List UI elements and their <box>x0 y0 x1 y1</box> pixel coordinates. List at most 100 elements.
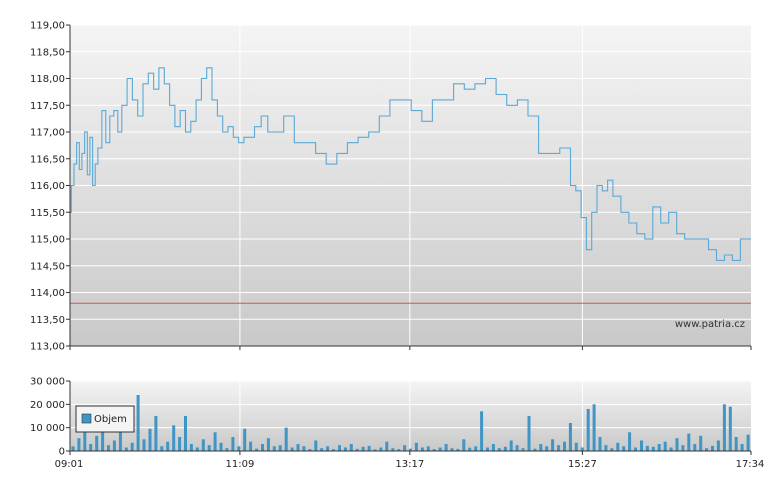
volume-bar <box>184 416 187 451</box>
volume-bar <box>722 404 726 451</box>
volume-bar <box>118 432 122 451</box>
price-y-tick-label: 118,50 <box>30 47 65 58</box>
volume-bar <box>486 447 489 451</box>
volume-bar <box>166 441 170 451</box>
volume-bar <box>397 449 401 451</box>
volume-bar <box>634 447 637 451</box>
volume-bar <box>189 444 193 451</box>
volume-bar <box>414 442 418 451</box>
volume-bar <box>379 447 383 451</box>
price-y-tick-label: 119,00 <box>30 21 65 32</box>
volume-bar <box>432 449 436 451</box>
volume-bar <box>261 444 264 451</box>
volume-bar <box>610 448 614 451</box>
volume-bar <box>178 437 182 451</box>
volume-bar <box>468 447 472 451</box>
volume-bar <box>101 427 105 451</box>
volume-bar <box>456 448 460 451</box>
volume-bar <box>71 446 75 451</box>
volume-bar <box>355 448 359 451</box>
volume-bar <box>592 404 596 451</box>
volume-bar <box>201 439 205 451</box>
volume-bar <box>640 440 643 451</box>
volume-bar <box>373 449 377 451</box>
volume-bar <box>213 432 217 451</box>
volume-bar <box>349 444 353 451</box>
volume-bar <box>314 440 318 451</box>
volume-bar <box>545 446 549 451</box>
volume-bar <box>338 445 341 451</box>
volume-bar <box>266 438 270 451</box>
volume-bar <box>148 428 152 451</box>
volume-bar <box>716 440 720 451</box>
volume-bar <box>681 445 685 451</box>
volume-bar <box>385 441 389 451</box>
volume-bar <box>438 447 442 451</box>
volume-bar <box>302 446 306 451</box>
volume-bar <box>462 439 466 451</box>
volume-bar <box>231 437 235 451</box>
price-y-tick-label: 115,00 <box>30 235 65 246</box>
price-y-tick-label: 116,00 <box>30 181 65 192</box>
volume-bar <box>95 435 99 451</box>
volume-bar <box>509 440 513 451</box>
volume-bar <box>533 448 537 451</box>
volume-bar <box>746 434 750 451</box>
volume-bar <box>586 409 590 451</box>
volume-bar <box>628 432 632 451</box>
volume-bar <box>136 395 140 451</box>
volume-bar <box>420 447 424 451</box>
price-y-tick-label: 116,50 <box>30 154 65 165</box>
price-y-tick-label: 114,50 <box>30 261 65 272</box>
volume-bar <box>272 446 276 451</box>
volume-bar <box>604 445 608 451</box>
volume-bar <box>296 444 300 451</box>
volume-bar <box>320 448 324 451</box>
volume-bar <box>130 442 134 451</box>
volume-bar <box>83 430 87 451</box>
volume-bar <box>734 437 738 451</box>
volume-bar <box>728 406 732 451</box>
volume-bar <box>290 447 294 451</box>
volume-bar <box>361 446 365 451</box>
volume-bar <box>160 446 164 451</box>
volume-bar <box>669 447 673 451</box>
volume-bar <box>444 444 448 451</box>
volume-bar <box>426 446 430 451</box>
volume-bar <box>450 448 454 451</box>
volume-bar <box>693 444 697 451</box>
volume-legend: Objem <box>75 405 135 433</box>
volume-bar <box>89 444 93 451</box>
volume-bar <box>645 445 649 451</box>
volume-plot-area <box>70 381 751 451</box>
volume-bar <box>687 433 691 451</box>
volume-bar <box>409 448 412 451</box>
volume-bar <box>503 446 507 451</box>
volume-bar <box>343 447 347 451</box>
volume-bar <box>580 447 584 451</box>
volume-bar <box>521 448 525 451</box>
volume-bar <box>219 442 223 451</box>
volume-bar <box>675 438 679 451</box>
volume-bar <box>622 446 626 451</box>
volume-bar <box>249 441 253 451</box>
volume-bar <box>651 446 655 451</box>
volume-bar <box>391 448 395 451</box>
price-y-tick-label: 113,00 <box>30 342 65 353</box>
volume-bar <box>711 445 714 451</box>
volume-bar <box>107 445 110 451</box>
volume-bar <box>551 439 555 451</box>
volume-bar <box>740 444 744 451</box>
volume-bar <box>699 435 703 451</box>
volume-bar <box>474 446 478 451</box>
volume-bar <box>557 445 561 451</box>
x-tick-label: 13:17 <box>395 459 424 470</box>
volume-bar <box>207 445 211 451</box>
volume-bar <box>403 445 407 451</box>
volume-bar <box>480 411 484 451</box>
x-tick-label: 15:27 <box>568 459 597 470</box>
volume-bar <box>657 444 661 451</box>
volume-y-tick-label: 0 <box>59 447 65 458</box>
